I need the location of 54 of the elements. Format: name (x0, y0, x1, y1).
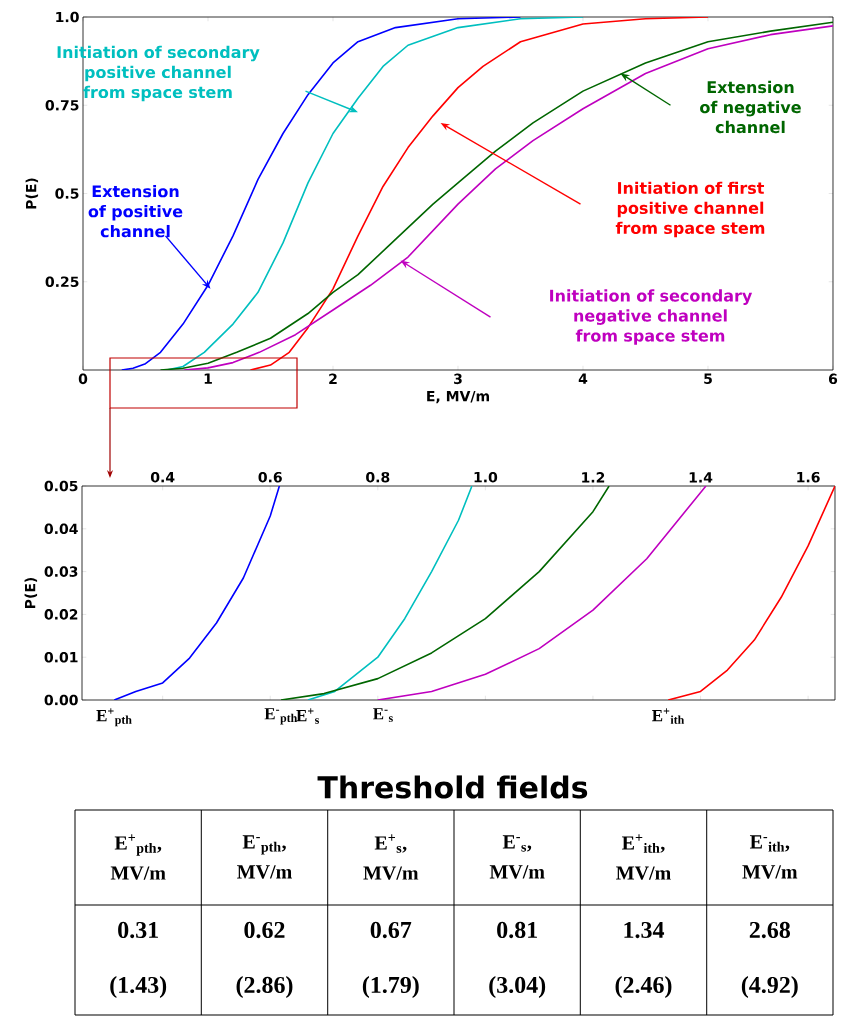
y-tick-label: 0.25 (45, 276, 79, 288)
x-tick-label: 1.2 (582, 472, 605, 483)
x-tick-label: 1.4 (689, 472, 713, 483)
x-tick-label: 4 (578, 373, 588, 384)
text: 0.81 (497, 921, 537, 939)
x-axis-title: E, MV/m (427, 390, 489, 404)
text: (3.04) (489, 976, 546, 998)
y-tick-label: 0.01 (44, 651, 78, 663)
x-tick-label: 1.0 (474, 471, 498, 483)
text: Threshold fields (317, 775, 588, 799)
x-tick-label: 0.8 (366, 471, 390, 483)
annotation: E$^{+}$ith (652, 708, 685, 724)
text: 0.31 (118, 921, 158, 939)
y-axis-title: P(E) (25, 178, 39, 209)
y-tick-label: 0.02 (44, 609, 78, 620)
y-axis-title: P(E) (24, 577, 38, 609)
y-tick-label: 0.05 (44, 480, 78, 492)
text: Initiation of secondary negative channel from space stem (550, 289, 753, 345)
x-tick-label: 1 (204, 373, 212, 384)
x-tick-label: 0 (78, 373, 88, 385)
y-tick-label: 0.03 (44, 566, 78, 577)
text: (1.43) (110, 976, 167, 998)
y-tick-label: 0.5 (55, 188, 79, 199)
y-tick-label: 0.00 (44, 694, 78, 706)
annotation: E$^{-}$s (373, 708, 393, 723)
legend-label: Extension of negative channel (700, 80, 801, 134)
x-tick-label: 3 (454, 373, 462, 385)
annotation: E$^{+}$s (296, 708, 319, 724)
text: 0.62 (244, 921, 285, 939)
text: (4.92) (741, 976, 798, 998)
x-tick-label: 5 (704, 373, 712, 384)
x-tick-label: 0.6 (258, 471, 282, 483)
text: (2.46) (615, 976, 672, 998)
text: 1.34 (624, 921, 665, 939)
y-tick-label: 1.0 (56, 11, 79, 23)
x-tick-label: 0.4 (150, 471, 175, 483)
text: Extension of positive channel (88, 184, 183, 238)
text: (1.79) (362, 976, 419, 998)
annotation: E$^{+}$pth (96, 708, 132, 727)
text: E$^{+}$$_{pth}$, MV/m (110, 834, 166, 880)
x-tick-label: 1.6 (797, 471, 820, 483)
text: E$^{-}$$_{s}$, MV/m (489, 835, 545, 879)
y-tick-label: 0.75 (45, 99, 79, 111)
text: Initiation of first positive channel from space stem (615, 181, 765, 238)
text: 0.67 (370, 921, 412, 939)
text: (2.86) (236, 976, 293, 998)
text: E$^{-}$$_{pth}$, MV/m (237, 835, 292, 879)
x-tick-label: 2 (329, 373, 337, 384)
x-tick-label: 6 (828, 373, 838, 385)
text: 2.68 (749, 921, 790, 939)
text: E$^{+}$$_{ith}$, MV/m (616, 834, 671, 880)
text: E$^{-}$$_{ith}$, MV/m (742, 835, 798, 879)
text: E$^{+}$$_{s}$, MV/m (363, 834, 419, 880)
y-tick-label: 0.04 (44, 523, 78, 535)
